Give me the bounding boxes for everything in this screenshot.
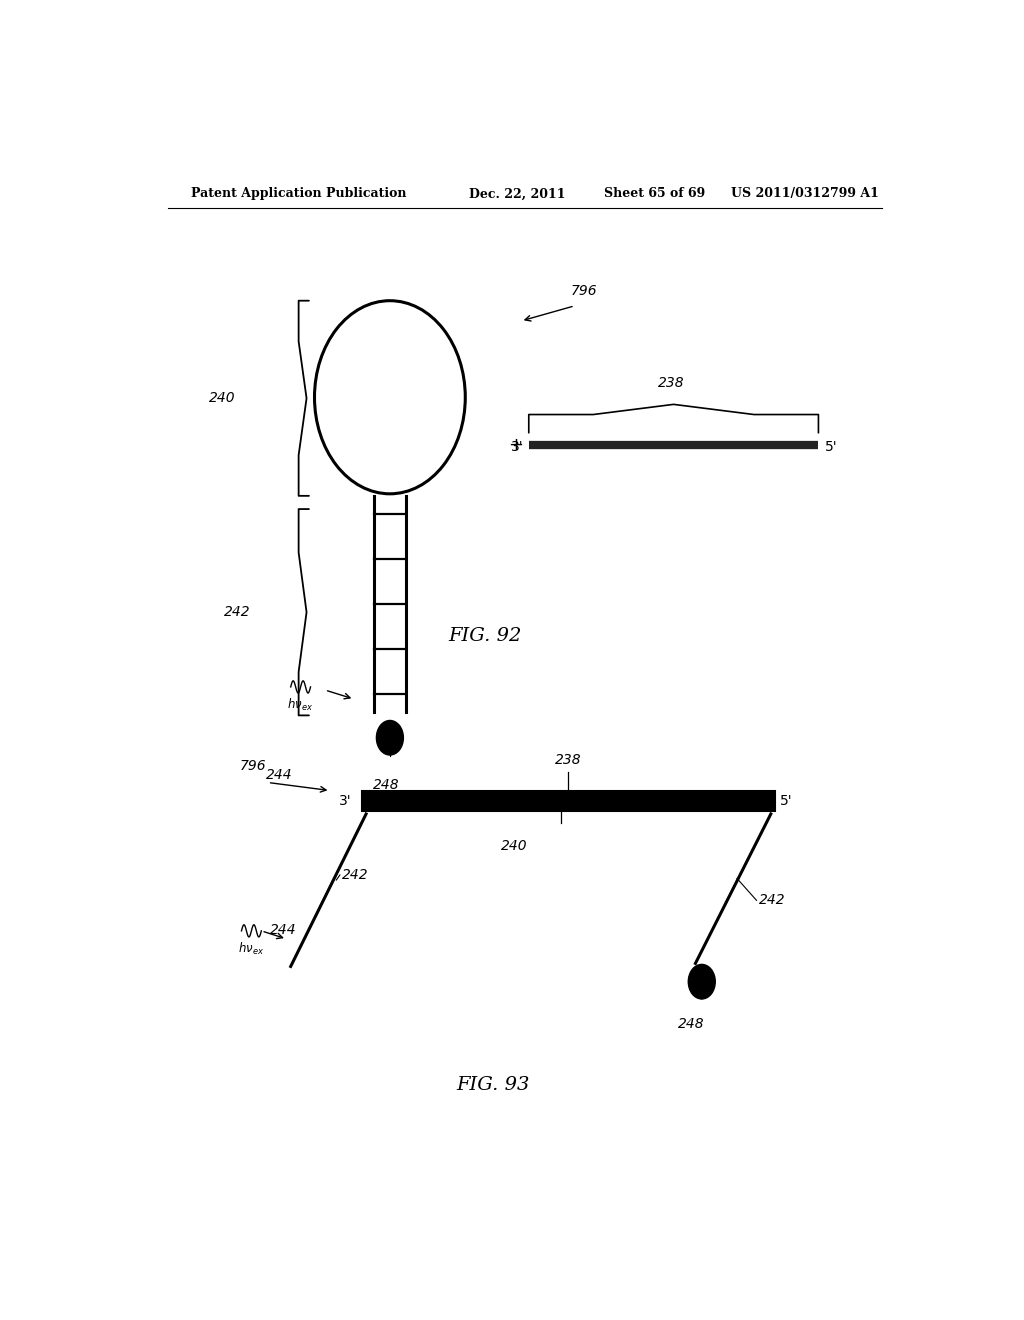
Text: FIG. 92: FIG. 92 [449, 627, 522, 645]
Text: 240: 240 [501, 840, 527, 854]
Text: 240: 240 [209, 391, 236, 405]
Text: 248: 248 [373, 779, 399, 792]
Text: 3': 3' [339, 793, 352, 808]
Text: 5': 5' [824, 440, 838, 454]
Text: 242: 242 [224, 606, 251, 619]
Text: US 2011/0312799 A1: US 2011/0312799 A1 [731, 187, 879, 201]
Circle shape [688, 965, 716, 999]
Text: 244: 244 [265, 768, 292, 783]
Text: Dec. 22, 2011: Dec. 22, 2011 [469, 187, 565, 201]
Text: 3': 3' [511, 440, 523, 454]
Text: FIG. 93: FIG. 93 [457, 1076, 529, 1094]
Text: 796: 796 [571, 284, 598, 297]
Text: 242: 242 [759, 894, 785, 907]
Text: +: + [508, 436, 523, 454]
Text: Patent Application Publication: Patent Application Publication [191, 187, 407, 201]
Text: 238: 238 [555, 754, 582, 767]
Text: 248: 248 [678, 1018, 705, 1031]
Text: 796: 796 [240, 759, 266, 774]
Bar [362, 791, 775, 810]
Text: 242: 242 [342, 869, 369, 882]
Text: 244: 244 [269, 923, 296, 937]
Text: 5': 5' [780, 793, 793, 808]
Text: $h\nu_{ex}$: $h\nu_{ex}$ [287, 697, 312, 713]
Text: 238: 238 [658, 376, 685, 391]
Circle shape [377, 721, 403, 755]
Text: Sheet 65 of 69: Sheet 65 of 69 [604, 187, 706, 201]
Text: $h\nu_{ex}$: $h\nu_{ex}$ [238, 941, 263, 957]
